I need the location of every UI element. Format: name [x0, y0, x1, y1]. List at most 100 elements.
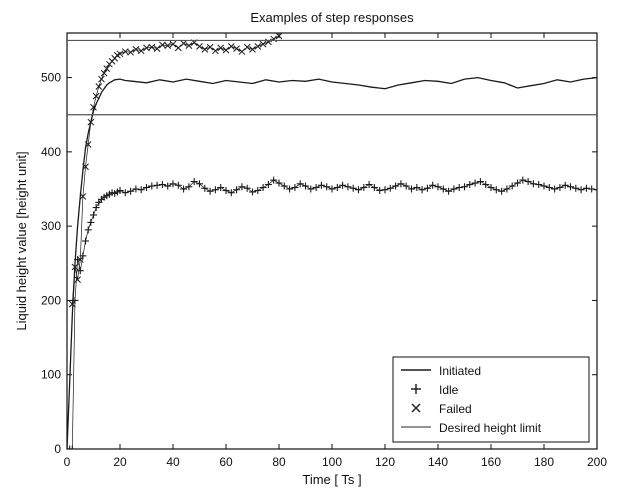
failed-point: [227, 43, 235, 50]
idle-point: [76, 267, 84, 275]
y-tick-label: 400: [41, 145, 61, 159]
idle-point: [238, 183, 246, 191]
idle-point: [264, 181, 272, 189]
idle-point: [572, 184, 580, 192]
idle-point: [381, 186, 389, 194]
y-tick-label: 300: [41, 219, 61, 233]
idle-point: [386, 184, 394, 192]
idle-point: [227, 189, 235, 197]
idle-point: [461, 183, 468, 191]
y-tick-label: 500: [41, 71, 61, 85]
idle-point: [514, 179, 521, 187]
x-tick-label: 0: [64, 455, 71, 469]
idle-point: [561, 181, 569, 189]
idle-point: [137, 186, 145, 194]
idle-point: [344, 183, 352, 191]
idle-point: [68, 445, 76, 449]
chart-title: Examples of step responses: [250, 10, 414, 25]
idle-point: [365, 181, 373, 189]
failed-point: [90, 103, 97, 111]
failed-point: [76, 256, 84, 263]
idle-point: [201, 184, 209, 192]
idle-point: [84, 226, 92, 234]
idle-point: [588, 185, 596, 193]
failed-point: [164, 42, 172, 49]
idle-point: [222, 186, 230, 194]
idle-point: [503, 185, 511, 193]
idle-point: [92, 204, 100, 212]
failed-point: [265, 38, 272, 46]
idle-point: [127, 187, 135, 195]
legend-label-failed: Failed: [439, 402, 472, 416]
failed-point: [92, 92, 100, 100]
idle-point: [158, 181, 166, 189]
idle-point: [196, 180, 203, 188]
idle-point: [291, 184, 299, 192]
idle-point: [423, 184, 431, 192]
idle-point: [434, 183, 442, 191]
idle-point: [87, 218, 95, 226]
idle-point: [445, 187, 453, 195]
idle-point: [233, 186, 241, 194]
y-tick-label: 200: [41, 293, 61, 307]
idle-point: [211, 186, 219, 194]
idle-point: [529, 180, 537, 188]
x-tick-label: 180: [534, 455, 554, 469]
failed-point: [206, 43, 214, 51]
idle-point: [153, 181, 161, 189]
idle-point: [577, 186, 585, 194]
legend-label-initiated: Initiated: [439, 364, 481, 378]
failed-point: [103, 65, 111, 73]
failed-point: [132, 45, 140, 53]
idle-point: [164, 182, 172, 190]
idle-point: [280, 182, 288, 190]
idle-point: [82, 237, 90, 245]
idle-point: [556, 184, 564, 192]
idle-point: [360, 184, 368, 192]
idle-point: [471, 179, 479, 187]
failed-point: [185, 42, 193, 49]
idle-point: [323, 183, 331, 191]
idle-point: [254, 186, 262, 194]
idle-point: [567, 183, 574, 191]
legend-box: [392, 356, 590, 443]
failed-point: [222, 46, 230, 54]
failed-point: [201, 45, 209, 53]
failed-point: [243, 43, 251, 51]
failed-point: [249, 45, 256, 53]
y-axis-label: Liquid height value [height unit]: [14, 151, 29, 330]
failed-point: [159, 41, 166, 49]
failed-point: [174, 44, 182, 52]
failed-point: [196, 43, 203, 50]
idle-point: [349, 184, 357, 192]
idle-point: [397, 180, 405, 188]
y-tick-label: 100: [41, 368, 61, 382]
idle-point: [498, 187, 506, 195]
failed-point: [95, 83, 103, 90]
idle-point: [455, 184, 463, 192]
idle-point: [132, 185, 140, 193]
idle-point: [355, 186, 362, 194]
idle-point: [174, 181, 182, 189]
idle-point: [487, 184, 495, 192]
legend-label-limit: Desired height limit: [439, 421, 542, 435]
idle-point: [593, 186, 597, 194]
plot-area: [67, 33, 597, 449]
x-tick-label: 140: [428, 455, 448, 469]
failed-point: [116, 50, 124, 58]
x-tick-label: 160: [481, 455, 501, 469]
idle-point: [524, 178, 532, 186]
failed-point: [143, 44, 150, 52]
x-tick-label: 120: [375, 455, 395, 469]
idle-point: [328, 185, 336, 193]
idle-point: [190, 178, 198, 186]
x-tick-label: 100: [322, 455, 342, 469]
idle-point: [317, 181, 325, 189]
idle-point: [439, 185, 447, 193]
idle-point: [413, 184, 421, 192]
idle-point: [408, 185, 415, 193]
idle-point: [339, 181, 347, 189]
failed-point: [121, 48, 129, 55]
idle-point: [450, 185, 458, 193]
